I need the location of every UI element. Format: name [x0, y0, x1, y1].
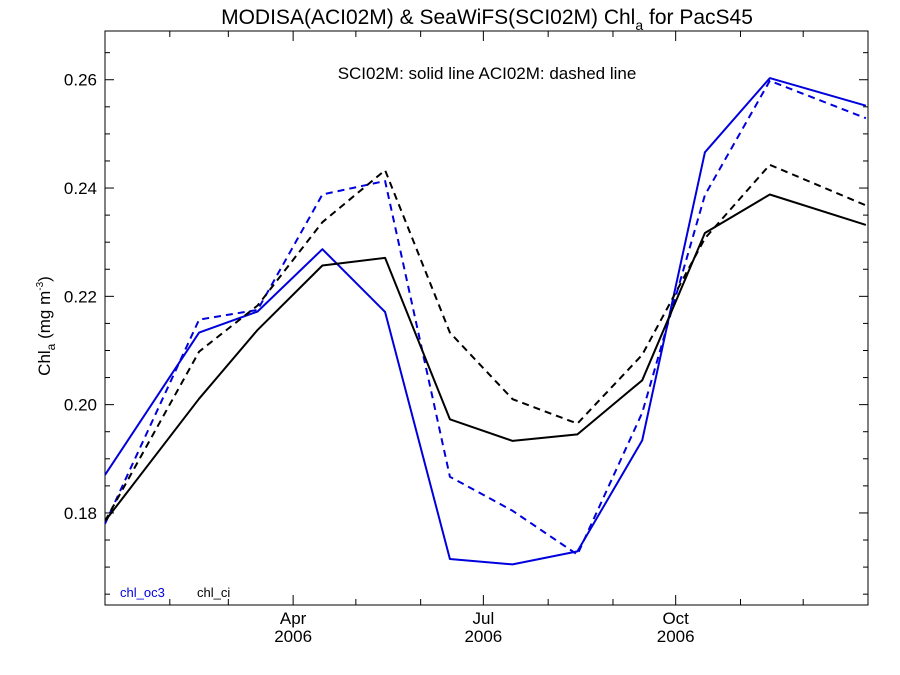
series-line-chl_ci-sci02m	[105, 193, 867, 522]
y-tick-label: 0.18	[64, 504, 97, 523]
y-axis-title-subscript: a	[44, 343, 58, 350]
y-tick-label: 0.24	[64, 179, 97, 198]
series-layer	[105, 77, 867, 566]
y-tick-label: 0.26	[64, 71, 97, 90]
y-axis: 0.18 0.20 0.22 0.24 0.26	[64, 52, 868, 595]
x-tick-label-month: Jul	[472, 609, 494, 628]
series-line-chl_oc3-aci02m	[105, 79, 867, 556]
legend-item-chl_ci: chl_ci	[197, 585, 230, 600]
y-tick-label: 0.20	[64, 396, 97, 415]
y-axis-title-unit-close: )	[35, 276, 54, 282]
x-tick-label-year: 2006	[657, 627, 695, 646]
svg-text:Chla (mg m-3): Chla (mg m-3)	[35, 276, 58, 376]
plot-frame	[104, 30, 869, 606]
y-tick-label: 0.22	[64, 287, 97, 306]
x-tick-label-year: 2006	[274, 627, 312, 646]
chart-title-subscript: a	[635, 17, 643, 33]
legend-item-chl_oc3: chl_oc3	[120, 585, 165, 600]
y-axis-title-unit: (mg m	[35, 291, 54, 344]
chart-title-suffix: for PacS45	[643, 6, 753, 29]
series-line-chl_oc3-sci02m	[105, 77, 867, 566]
y-axis-title-superscript: -3	[35, 281, 46, 290]
x-tick-label-year: 2006	[464, 627, 502, 646]
y-axis-title: Chla (mg m-3)	[35, 276, 58, 376]
series-line-chl_ci-aci02m	[105, 163, 867, 522]
legend: chl_oc3 chl_ci	[120, 585, 230, 600]
line-style-annotation: SCI02M: solid line ACI02M: dashed line	[338, 64, 637, 83]
x-tick-label-month: Apr	[280, 609, 307, 628]
chart-title: MODISA(ACI02M) & SeaWiFS(SCI02M) Chla fo…	[221, 6, 753, 33]
x-tick-label-month: Oct	[662, 609, 689, 628]
